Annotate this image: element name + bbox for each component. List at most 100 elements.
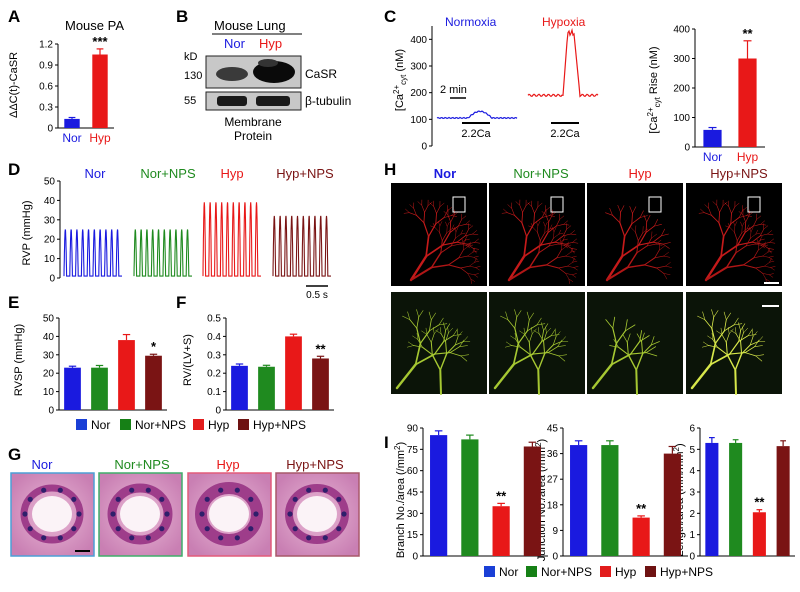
vessel-branch — [567, 262, 573, 267]
vessel-branch — [470, 278, 476, 282]
h-label-hypnps: Hyp+NPS — [710, 166, 768, 181]
chart-a: 0 0.3 0.6 0.9 1.2 Nor Hyp *** — [39, 34, 114, 145]
y-tick-label: 200 — [410, 88, 427, 99]
vessel-branch — [763, 225, 769, 230]
vessel-branch — [751, 329, 754, 337]
vessel-branch — [630, 340, 641, 355]
vessel-branch — [472, 247, 476, 253]
significance-mark: *** — [92, 34, 108, 49]
vessel-branch — [756, 215, 762, 220]
y-tick-label: 60 — [407, 466, 419, 477]
vessel-branch — [472, 250, 478, 253]
y-tick-label: 0 — [552, 552, 558, 563]
bar-nor — [64, 118, 80, 128]
vessel-branch — [711, 327, 716, 344]
vessel-branch — [767, 230, 772, 235]
vessel-branch — [449, 225, 459, 233]
vessel-branch — [546, 257, 558, 266]
vessel-branch — [433, 328, 439, 335]
ca-label-2: 2.2Ca — [550, 128, 580, 140]
vessel-branch — [769, 260, 775, 263]
legend-label-hypnps: Hyp+NPS — [253, 418, 306, 432]
vessel-branch — [558, 229, 562, 235]
vessel-branch — [641, 341, 644, 355]
panel-label-i: I — [384, 433, 389, 452]
vessel-branch — [526, 319, 530, 332]
vessel-branch — [626, 341, 629, 356]
vessel-branch — [558, 265, 568, 269]
blot-lane-nor: Nor — [224, 36, 246, 51]
vessel-branch — [505, 345, 512, 348]
western-blot-tubulin — [205, 91, 302, 111]
vessel-branch — [624, 319, 628, 332]
vessel-branch — [635, 369, 638, 395]
y-tick-label: 400 — [673, 25, 690, 36]
vessel-branch — [605, 319, 614, 329]
vessel-branch — [529, 354, 539, 371]
vessel-branch — [562, 235, 566, 241]
vessel-branch — [734, 369, 737, 395]
vessel-branch — [746, 224, 750, 230]
vessel-branch — [449, 221, 452, 233]
zoom-vessel-tree — [591, 316, 660, 395]
vessel-branch — [704, 212, 712, 216]
he-stained-artery-images — [10, 472, 360, 557]
y-tick-label: 0.4 — [207, 332, 221, 343]
vessel-branch — [553, 227, 557, 232]
g-label-hyp: Hyp — [216, 457, 239, 472]
vessel-branch — [746, 227, 752, 230]
panel-label-c: C — [384, 7, 396, 26]
y-tick-label: 0.3 — [39, 103, 53, 114]
g-label-nps: Nor+NPS — [114, 457, 170, 472]
vessel-branch — [443, 322, 446, 331]
vessel-branch — [631, 217, 641, 225]
vessel-branch — [407, 341, 414, 346]
vessel-branch — [431, 312, 436, 320]
g-label-hypnps: Hyp+NPS — [286, 457, 344, 472]
vessel-branch — [531, 327, 533, 335]
vessel-branch — [505, 341, 512, 346]
vessel-branch — [554, 329, 557, 337]
vessel-branch — [655, 239, 662, 245]
panel-label-f: F — [176, 293, 186, 312]
vessel-branch — [537, 231, 541, 241]
vessel-branch — [760, 233, 768, 237]
blot-lane-hyp: Hyp — [259, 36, 282, 51]
nucleus — [27, 526, 33, 532]
e-ylabel: RVSP (mmHg) — [13, 324, 25, 396]
vessel-branch — [541, 215, 550, 218]
vessel-branch — [514, 214, 523, 224]
vessel-branch — [730, 329, 737, 335]
vessel-branch — [412, 335, 419, 340]
vessel-branch — [433, 206, 437, 214]
vessel-branch — [742, 326, 744, 334]
vessel-branch — [726, 312, 731, 320]
vessel-branch — [417, 201, 423, 206]
nucleus — [292, 496, 298, 502]
vessel-branch — [537, 202, 543, 207]
vessel-branch — [467, 255, 475, 258]
vessel-branch — [407, 311, 411, 320]
vessel-branch — [646, 237, 652, 247]
vessel-branch — [511, 345, 521, 348]
vessel-branch — [522, 205, 527, 213]
vessel-branch — [744, 221, 747, 233]
vessel-branch — [734, 225, 736, 233]
vessel-branch — [642, 228, 649, 234]
vessel-branch — [557, 243, 565, 246]
vessel-branch — [723, 223, 732, 237]
vessel-branch — [661, 233, 669, 237]
vessel-branch — [712, 339, 718, 348]
nucleus — [253, 511, 259, 517]
vessel-branch — [523, 235, 528, 258]
vessel-branch — [532, 227, 538, 233]
vessel-branch — [428, 223, 437, 237]
vessel-branch — [428, 319, 432, 332]
vessel-branch — [438, 317, 444, 326]
vessel-branch — [529, 312, 534, 320]
vessel-branch — [755, 229, 759, 235]
vessel-branch — [573, 266, 579, 268]
vessel-branch — [526, 324, 538, 332]
vessel-branch — [723, 319, 727, 332]
y-tick-label: 0 — [215, 406, 221, 417]
